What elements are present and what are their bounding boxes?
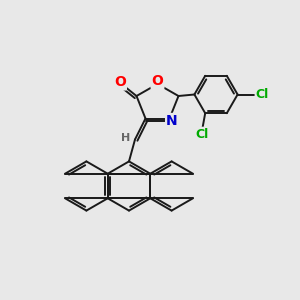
Text: N: N [166, 114, 178, 128]
Text: Cl: Cl [196, 128, 209, 141]
Text: O: O [114, 76, 126, 89]
Text: O: O [152, 74, 164, 88]
Text: H: H [121, 133, 130, 143]
Text: Cl: Cl [256, 88, 269, 101]
